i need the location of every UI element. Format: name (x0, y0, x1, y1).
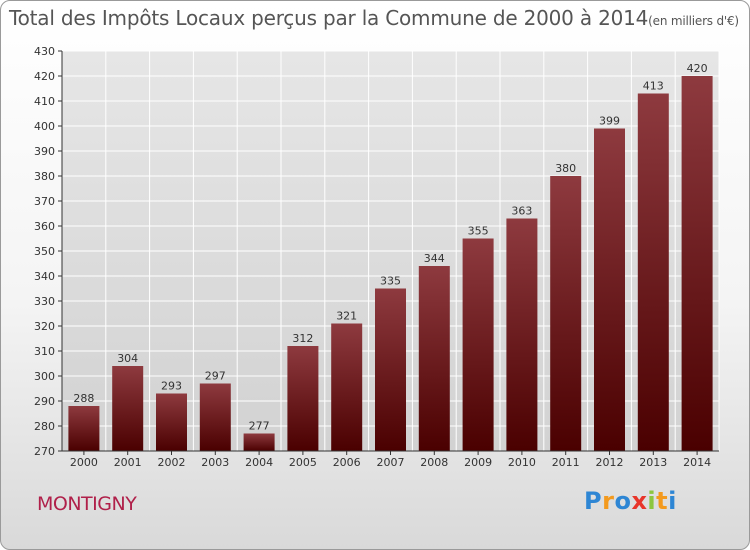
x-tick-label: 2007 (377, 456, 405, 469)
bar (287, 346, 319, 451)
x-tick-label: 2014 (683, 456, 711, 469)
y-tick-label: 420 (34, 70, 55, 83)
logo-letter: r (602, 487, 615, 515)
logo-letter: i (668, 487, 677, 515)
x-tick-label: 2013 (639, 456, 667, 469)
logo-letter: o (614, 487, 632, 515)
chart-title: Total des Impôts Locaux perçus par la Co… (9, 6, 739, 30)
bar (418, 266, 450, 451)
bar-value-label: 399 (599, 115, 620, 128)
logo-letter: P (584, 487, 603, 515)
bar (156, 393, 187, 451)
y-tick-label: 350 (34, 245, 55, 258)
bar (681, 76, 713, 451)
y-tick-label: 290 (34, 395, 55, 408)
proxiti-logo: Proxiti (584, 487, 677, 515)
bar (375, 288, 406, 451)
y-tick-label: 390 (34, 145, 55, 158)
bar (243, 433, 275, 451)
bar-value-label: 413 (643, 80, 664, 93)
y-tick-label: 330 (34, 295, 55, 308)
x-tick-label: 2004 (245, 456, 273, 469)
bar-value-label: 293 (161, 380, 182, 393)
bar-value-label: 321 (336, 310, 357, 323)
bar (462, 238, 494, 451)
x-tick-label: 2010 (508, 456, 536, 469)
y-tick-label: 430 (34, 45, 55, 58)
bar (199, 383, 231, 451)
y-tick-label: 360 (34, 220, 55, 233)
x-tick-label: 2009 (464, 456, 492, 469)
x-tick-label: 2011 (552, 456, 580, 469)
bar-value-label: 304 (117, 352, 138, 365)
bar-value-label: 288 (73, 392, 94, 405)
chart-unit: (en milliers d'€) (648, 14, 739, 28)
bar-value-label: 420 (687, 62, 708, 75)
logo-letter: t (656, 487, 669, 515)
bar (331, 323, 363, 451)
y-tick-label: 370 (34, 195, 55, 208)
y-tick-label: 310 (34, 345, 55, 358)
y-tick-label: 320 (34, 320, 55, 333)
bar-value-label: 344 (424, 252, 445, 265)
y-tick-label: 300 (34, 370, 55, 383)
x-tick-label: 2002 (158, 456, 186, 469)
x-tick-label: 2001 (114, 456, 142, 469)
chart-title-text: Total des Impôts Locaux perçus par la Co… (9, 6, 649, 30)
bar (112, 366, 144, 451)
town-name: MONTIGNY (37, 493, 137, 515)
bar-value-label: 363 (511, 205, 532, 218)
y-tick-label: 280 (34, 420, 55, 433)
bar (68, 406, 100, 451)
x-tick-label: 2012 (596, 456, 624, 469)
logo-letter: i (647, 487, 657, 515)
bar (550, 176, 582, 451)
bar-value-label: 297 (205, 370, 226, 383)
bar (637, 93, 669, 451)
y-tick-label: 380 (34, 170, 55, 183)
y-tick-label: 340 (34, 270, 55, 283)
bar-value-label: 312 (292, 332, 313, 345)
bar (594, 128, 625, 451)
bar-value-label: 355 (468, 225, 489, 238)
x-tick-label: 2003 (201, 456, 229, 469)
x-tick-label: 2005 (289, 456, 317, 469)
y-tick-label: 400 (34, 120, 55, 133)
bar (506, 218, 538, 451)
bar-value-label: 335 (380, 275, 401, 288)
x-tick-label: 2006 (333, 456, 361, 469)
y-tick-label: 270 (34, 445, 55, 458)
bar-value-label: 277 (249, 420, 270, 433)
x-tick-label: 2008 (420, 456, 448, 469)
bar-value-label: 380 (555, 162, 576, 175)
x-tick-label: 2000 (70, 456, 98, 469)
logo-letter: x (631, 487, 648, 515)
y-tick-label: 410 (34, 95, 55, 108)
